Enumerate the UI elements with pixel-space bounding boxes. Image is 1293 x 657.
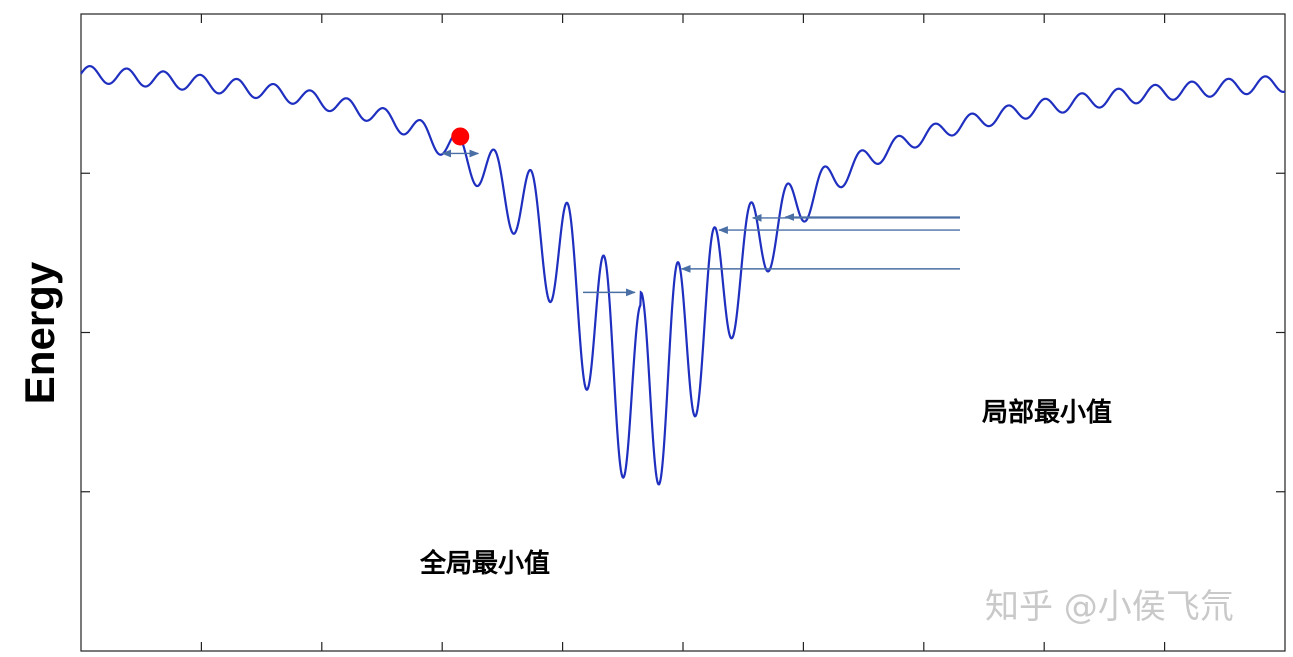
y-axis-label: Energy bbox=[16, 261, 63, 404]
energy-curve bbox=[80, 65, 1286, 486]
watermark: 知乎 @小侯飞氘 bbox=[985, 587, 1234, 627]
ball-marker bbox=[451, 127, 470, 146]
plot-frame bbox=[80, 13, 1286, 652]
global-minimum-label: 全局最小值 bbox=[419, 548, 550, 579]
axis-ticks bbox=[81, 14, 1285, 651]
annotations bbox=[441, 127, 960, 297]
local-minimum-label: 局部最小值 bbox=[982, 398, 1112, 428]
